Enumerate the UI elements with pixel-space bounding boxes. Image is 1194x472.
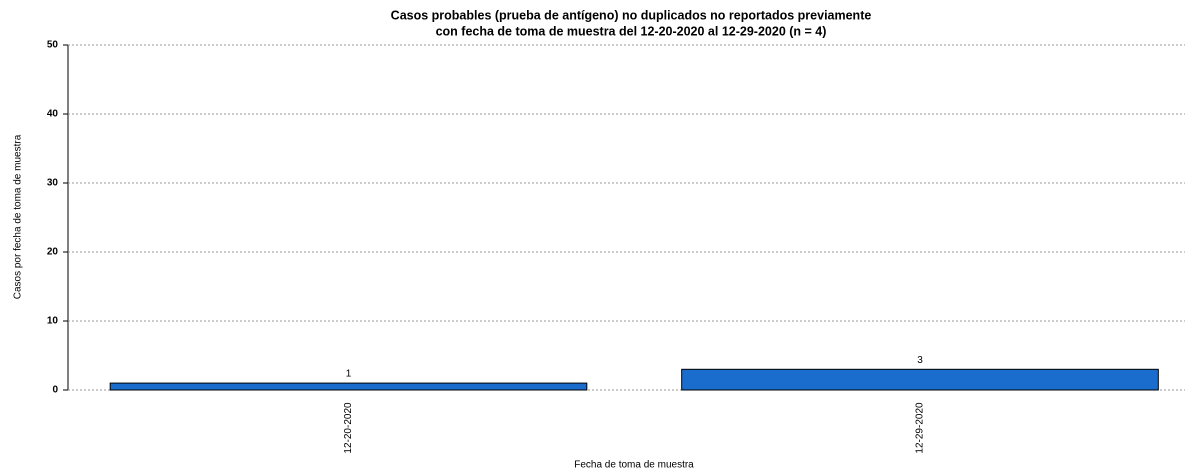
chart-title: Casos probables (prueba de antígeno) no … [391, 8, 872, 22]
bar [681, 368, 1159, 391]
x-tick-label: 12-29-2020 [915, 402, 926, 454]
y-tick-label: 40 [47, 109, 59, 120]
y-tick-label: 30 [47, 178, 59, 189]
y-tick-label: 20 [47, 247, 59, 258]
x-axis-label: Fecha de toma de muestra [574, 460, 694, 471]
bar [109, 382, 588, 391]
data-label: 1 [346, 369, 352, 380]
chart-title: con fecha de toma de muestra del 12-20-2… [436, 24, 827, 38]
x-tick-label: 12-20-2020 [343, 402, 354, 454]
data-label: 3 [917, 355, 923, 366]
y-tick-label: 10 [47, 316, 59, 327]
y-axis-label: Casos por fecha de toma de muestra [13, 134, 24, 299]
y-tick-label: 0 [52, 385, 58, 396]
y-tick-label: 50 [47, 40, 59, 51]
